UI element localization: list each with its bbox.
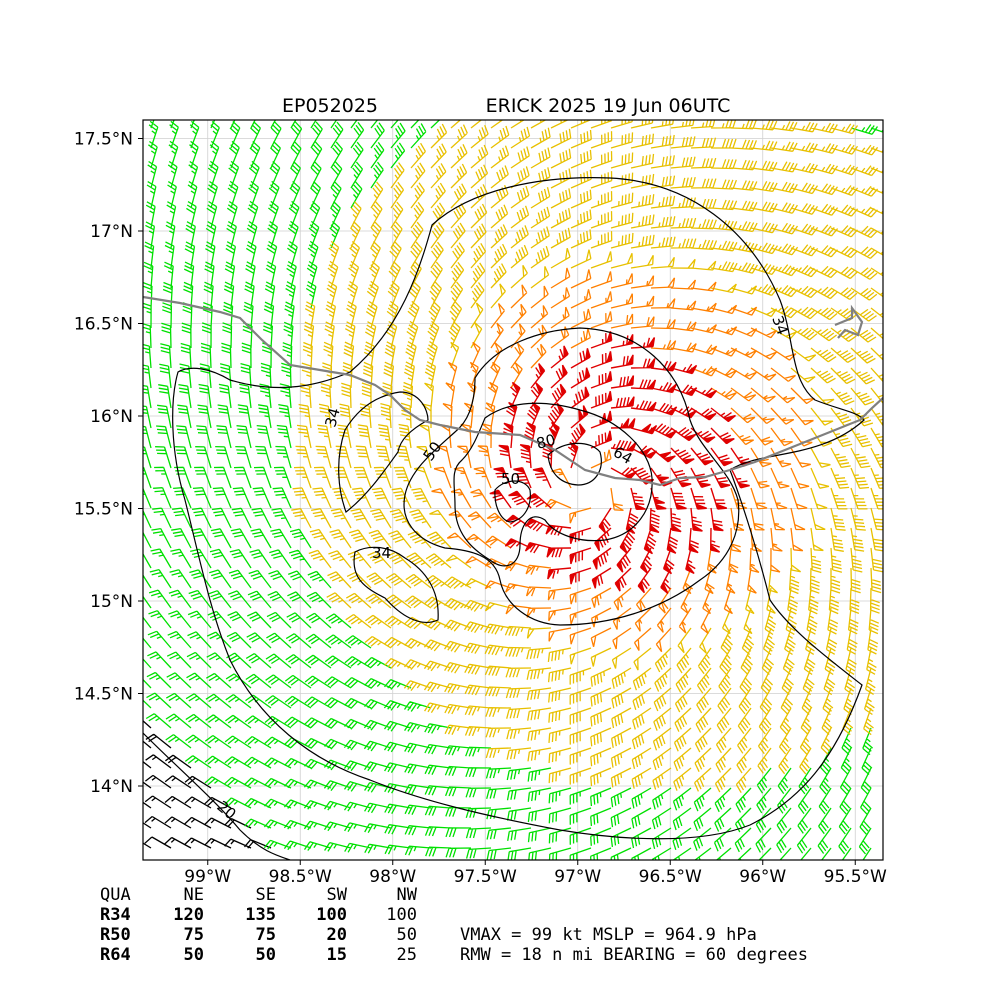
lat-tick-label: 15°N	[90, 592, 133, 612]
lat-tick-label: 14°N	[90, 777, 133, 797]
lat-tick-label: 14.5°N	[74, 685, 133, 705]
lon-tick-label: 98.5°W	[269, 867, 332, 887]
wind-barbs-below-20kt	[143, 719, 272, 849]
lon-tick-label: 97°W	[554, 867, 601, 887]
contour-label-34-south: 34	[372, 544, 391, 562]
contour-50kt	[403, 327, 740, 626]
contour-34kt-inner-south	[353, 546, 439, 624]
wind-barbs-20-34kt	[143, 120, 883, 860]
coastline-lagoon	[834, 304, 864, 339]
coastline-mexico	[143, 295, 883, 487]
wind-contours	[143, 177, 865, 860]
wind-barbs-64kt-plus	[489, 331, 753, 594]
lon-tick-label: 96.5°W	[639, 867, 702, 887]
plot-frame	[142, 119, 884, 861]
contour-label-34-east: 34	[768, 313, 791, 337]
lon-tick-label: 97.5°W	[454, 867, 517, 887]
lat-tick-label: 16°N	[90, 407, 133, 427]
contour-label-34-west: 34	[321, 406, 343, 429]
contour-80kt	[547, 442, 602, 486]
lon-tick-label: 98°W	[369, 867, 416, 887]
wind-barbs-34-50kt	[291, 120, 883, 794]
plot-area	[143, 120, 883, 860]
lon-tick-label: 96°W	[739, 867, 786, 887]
lat-tick-label: 17.5°N	[74, 130, 133, 150]
contour-50kt-inner	[494, 480, 531, 523]
wind-barbs-50-64kt	[431, 267, 815, 653]
storm-id-title: EP052025	[282, 95, 378, 117]
contour-label-50-outer: 50	[420, 438, 446, 464]
lon-tick-label: 95.5°W	[824, 867, 887, 887]
lat-tick-label: 17°N	[90, 222, 133, 242]
contour-64kt	[453, 402, 653, 567]
lat-tick-label: 15.5°N	[74, 500, 133, 520]
contour-20kt	[143, 732, 291, 860]
contour-34kt-main	[172, 177, 865, 840]
lat-tick-label: 16.5°N	[74, 315, 133, 335]
contour-label-80: 80	[534, 431, 557, 453]
coastline	[143, 295, 883, 487]
wind-barbs-layer	[143, 120, 883, 860]
contour-34kt-inner-west	[338, 391, 429, 513]
axes: 99°W 98.5°W 98°W 97.5°W 97°W 96.5°W 96°W 95.5°W…	[74, 130, 887, 888]
contour-label-50-inner: 50	[501, 470, 520, 488]
lon-tick-label: 99°W	[184, 867, 231, 887]
storm-name-title: ERICK 2025 19 Jun 06UTC	[486, 95, 731, 117]
